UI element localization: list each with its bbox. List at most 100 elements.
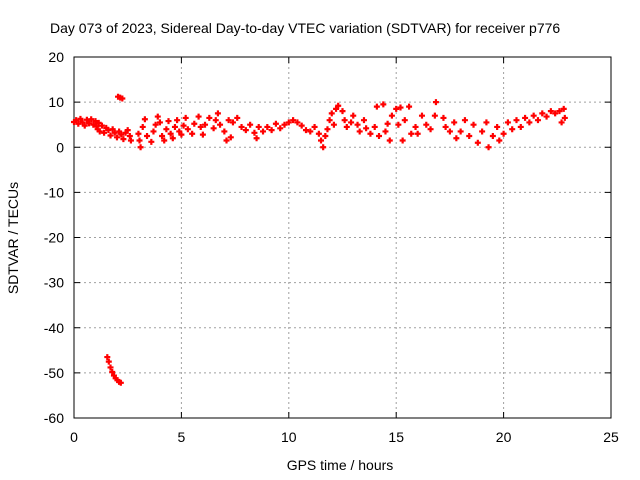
grid-lines — [74, 57, 611, 418]
data-point — [95, 119, 102, 126]
data-point — [427, 126, 434, 133]
data-point — [341, 117, 348, 124]
data-point — [174, 117, 181, 124]
data-point — [109, 368, 116, 375]
data-point — [483, 119, 490, 126]
data-point — [107, 132, 114, 139]
data-point — [268, 127, 275, 134]
data-point — [144, 132, 151, 139]
data-point — [81, 122, 88, 129]
data-point — [406, 103, 413, 110]
data-point — [210, 125, 217, 132]
data-point — [161, 137, 168, 144]
data-point — [79, 119, 86, 126]
data-point — [107, 364, 114, 371]
data-point — [171, 123, 178, 130]
data-point — [124, 127, 131, 134]
y-tick-labels: -60 -50 -40 -30 -20 -10 0 10 20 — [44, 49, 64, 426]
data-point — [199, 131, 206, 138]
data-point — [522, 114, 529, 121]
x-tick-label: 20 — [496, 429, 512, 445]
data-point — [214, 110, 221, 117]
data-point — [474, 139, 481, 146]
data-point — [135, 130, 142, 137]
data-point — [412, 123, 419, 130]
data-point — [253, 135, 260, 142]
data-point — [127, 137, 134, 144]
data-point — [251, 129, 258, 136]
data-points — [71, 93, 568, 386]
data-point — [165, 118, 172, 125]
data-point — [212, 117, 219, 124]
data-point — [494, 123, 501, 130]
data-point — [320, 144, 327, 151]
data-point — [302, 127, 309, 134]
data-point — [466, 132, 473, 139]
data-point — [141, 116, 148, 123]
data-point — [277, 125, 284, 132]
data-point — [339, 108, 346, 115]
data-point — [264, 123, 271, 130]
data-point — [217, 121, 224, 128]
data-point — [169, 135, 176, 142]
data-point — [418, 112, 425, 119]
data-point — [118, 131, 125, 138]
data-point — [285, 119, 292, 126]
data-point — [384, 120, 391, 127]
data-point — [178, 131, 185, 138]
data-point — [509, 126, 516, 133]
data-point — [311, 123, 318, 130]
data-point — [154, 113, 161, 120]
data-point — [517, 123, 524, 130]
data-point — [348, 119, 355, 126]
data-point — [442, 123, 449, 130]
data-point — [182, 114, 189, 121]
y-tick-label: 20 — [48, 49, 64, 65]
data-point — [397, 104, 404, 111]
data-point — [431, 112, 438, 119]
data-point — [526, 119, 533, 126]
data-point — [191, 120, 198, 127]
chart-title: Day 073 of 2023, Sidereal Day-to-day VTE… — [50, 20, 560, 36]
data-point — [255, 123, 262, 130]
data-point — [333, 105, 340, 112]
x-tick-label: 10 — [281, 429, 297, 445]
data-point — [534, 117, 541, 124]
x-tick-label: 5 — [178, 429, 186, 445]
data-point — [360, 117, 367, 124]
data-point — [500, 130, 507, 137]
data-point — [446, 128, 453, 135]
data-point — [159, 132, 166, 139]
data-point — [440, 114, 447, 121]
data-point — [543, 113, 550, 120]
data-point — [547, 108, 554, 115]
data-point — [373, 103, 380, 110]
data-point — [247, 121, 254, 128]
data-point — [376, 132, 383, 139]
data-point — [414, 130, 421, 137]
data-point — [335, 102, 342, 109]
data-point — [451, 119, 458, 126]
data-point — [272, 120, 279, 127]
data-point — [120, 136, 127, 143]
data-point — [281, 121, 288, 128]
data-point — [117, 379, 124, 386]
axis-ticks — [73, 56, 612, 419]
data-point — [206, 114, 213, 121]
data-point — [167, 130, 174, 137]
data-point — [189, 130, 196, 137]
data-point — [470, 121, 477, 128]
data-point — [561, 114, 568, 121]
x-tick-label: 0 — [70, 429, 78, 445]
data-point — [113, 134, 120, 141]
data-point — [457, 128, 464, 135]
data-point — [307, 128, 314, 135]
data-point — [356, 128, 363, 135]
data-point — [221, 128, 228, 135]
data-point — [86, 120, 93, 127]
data-point — [382, 128, 389, 135]
data-point — [367, 130, 374, 137]
data-point — [432, 99, 439, 106]
data-point — [453, 135, 460, 142]
